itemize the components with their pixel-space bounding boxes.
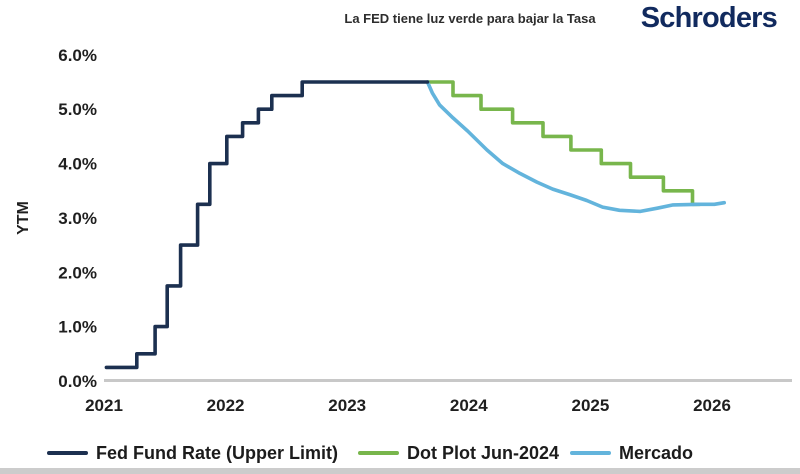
- legend-swatch-mercado: [570, 451, 611, 455]
- x-tick-label: 2023: [328, 396, 366, 415]
- x-tick-label: 2024: [450, 396, 488, 415]
- series-line-dot-plot-jun-2024: [425, 80, 702, 207]
- chart-title: La FED tiene luz verde para bajar la Tas…: [344, 11, 596, 26]
- y-axis-title: YTM: [15, 201, 32, 235]
- y-tick-label: 1.0%: [58, 318, 97, 337]
- legend-item-fed-fund-rate: Fed Fund Rate (Upper Limit): [47, 443, 338, 463]
- x-tick-label: 2025: [571, 396, 609, 415]
- y-tick-label: 6.0%: [58, 46, 97, 65]
- legend-label-mercado: Mercado: [619, 442, 694, 463]
- series-line-fed-fund-rate-upper-limit-: [104, 80, 430, 370]
- legend-swatch-fed-fund-rate: [47, 451, 88, 455]
- legend-item-mercado: Mercado: [570, 443, 693, 463]
- y-tick-label: 0.0%: [58, 372, 97, 391]
- x-tick-label: 2026: [693, 396, 731, 415]
- series-line-mercado: [425, 80, 726, 214]
- y-tick-label: 5.0%: [58, 100, 97, 119]
- y-tick-label: 4.0%: [58, 155, 97, 174]
- legend-swatch-dot-plot: [358, 451, 399, 455]
- y-tick-label: 2.0%: [58, 263, 97, 282]
- legend-item-dot-plot: Dot Plot Jun-2024: [358, 443, 559, 463]
- footer-divider-bar: [0, 468, 800, 474]
- brand-logo: Schroders: [640, 2, 778, 34]
- y-tick-label: 3.0%: [58, 209, 97, 228]
- legend-label-dot-plot: Dot Plot Jun-2024: [407, 442, 560, 463]
- legend-label-fed-fund-rate: Fed Fund Rate (Upper Limit): [96, 442, 338, 463]
- x-tick-label: 2022: [207, 396, 245, 415]
- x-tick-label: 2021: [85, 396, 123, 415]
